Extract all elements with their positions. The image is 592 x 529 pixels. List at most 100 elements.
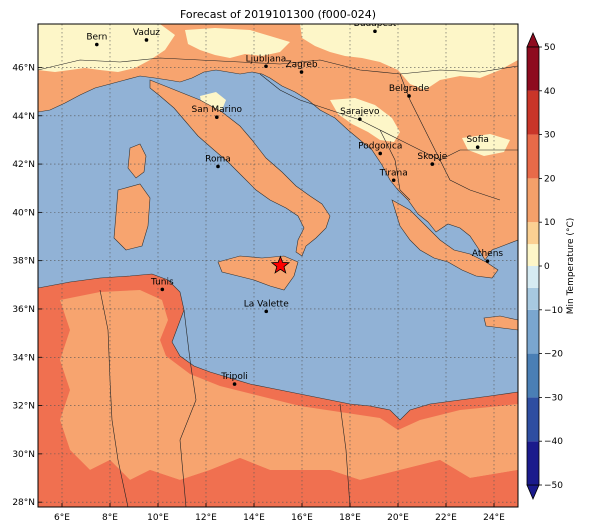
city-dot xyxy=(378,151,383,156)
colorbar-segment xyxy=(527,266,539,288)
colorbar-tick-label: −30 xyxy=(544,393,563,403)
city-dot xyxy=(264,64,268,69)
lon-tick-label: 20°E xyxy=(387,513,409,523)
lon-tick-label: 10°E xyxy=(147,513,169,523)
lon-tick-label: 6°E xyxy=(54,513,70,523)
city-label: Ljubljana xyxy=(246,54,287,64)
city-label: Roma xyxy=(205,154,231,164)
colorbar-segment xyxy=(527,134,539,179)
colorbar-segment xyxy=(527,353,539,398)
colorbar-segment xyxy=(527,309,539,354)
land-cool-east-alps xyxy=(185,28,290,58)
lat-tick-label: 44°N xyxy=(12,112,35,122)
land-corsica xyxy=(127,143,147,179)
colorbar-label: Min Temperature (°C) xyxy=(566,218,576,315)
city-dot xyxy=(144,38,149,42)
land-cool-pannonia xyxy=(300,24,518,90)
colorbar-segment xyxy=(527,287,539,310)
colorbar-tick-label: 50 xyxy=(544,43,556,53)
lat-tick-label: 36°N xyxy=(12,305,35,315)
city-label: Vaduz xyxy=(133,28,160,38)
city-dot xyxy=(264,309,269,314)
colorbar-extend-max xyxy=(526,31,540,48)
colorbar-segment xyxy=(527,244,539,266)
city-dot xyxy=(407,94,411,98)
colorbar-tick-label: −20 xyxy=(544,350,563,360)
lat-tick-label: 28°N xyxy=(12,498,35,508)
city-dot xyxy=(299,70,304,74)
colorbar-tick-label: 0 xyxy=(544,262,550,272)
lat-tick-label: 40°N xyxy=(12,208,35,218)
city-label: Tunis xyxy=(150,277,174,287)
map-frame xyxy=(37,23,519,508)
red-star-icon xyxy=(270,255,291,274)
land-sardinia xyxy=(113,183,151,251)
colorbar-tick-label: 40 xyxy=(544,87,556,97)
city-dot xyxy=(216,164,220,169)
city-dot xyxy=(485,259,490,263)
colorbar: −50 −40 −30 −20 −10 0 10 20 30 40 50 xyxy=(526,31,563,501)
land-italy-peninsula xyxy=(149,79,331,257)
city-dot xyxy=(358,117,362,121)
lat-tick-label: 38°N xyxy=(12,257,35,267)
colorbar-segment xyxy=(527,397,539,442)
city-dot xyxy=(373,29,377,34)
lat-tick-label: 46°N xyxy=(12,63,35,73)
city-dot xyxy=(232,382,237,386)
city-dot xyxy=(95,42,99,47)
land-greece xyxy=(391,199,499,279)
colorbar-segment xyxy=(527,441,539,485)
lon-tick-label: 24°E xyxy=(483,513,505,523)
city-label: Podgorica xyxy=(358,141,402,151)
colorbar-segment xyxy=(527,222,539,245)
lon-tick-label: 16°E xyxy=(291,513,313,523)
lat-tick-label: 42°N xyxy=(12,160,35,170)
lon-tick-label: 8°E xyxy=(102,513,118,523)
city-dot xyxy=(160,287,165,292)
lat-tick-label: 34°N xyxy=(12,353,35,363)
lon-tick-label: 22°E xyxy=(435,513,457,523)
city-dot xyxy=(430,162,435,166)
city-dot xyxy=(215,115,219,120)
colorbar-extend-min xyxy=(526,484,540,501)
gridlines xyxy=(38,24,518,507)
lon-tick-label: 14°E xyxy=(243,513,265,523)
city-label: Bern xyxy=(86,33,107,43)
city-label: Zagreb xyxy=(285,60,317,70)
colorbar-segment xyxy=(527,90,539,135)
colorbar-tick-label: −10 xyxy=(544,306,563,316)
city-label: Belgrade xyxy=(389,84,430,94)
colorbar-tick-label: 10 xyxy=(544,218,556,228)
city-label: San Marino xyxy=(192,105,243,115)
city-dot xyxy=(391,178,396,183)
colorbar-tick-label: 20 xyxy=(544,174,556,184)
country-borders xyxy=(38,57,518,507)
city-label: Budapest xyxy=(354,19,397,29)
colorbar-tick-label: −40 xyxy=(544,437,563,447)
city-label: Tripoli xyxy=(220,372,248,382)
lat-tick-label: 30°N xyxy=(12,450,35,460)
land-crete xyxy=(483,315,518,331)
land-cool-bulgaria xyxy=(462,134,510,156)
lon-tick-label: 18°E xyxy=(339,513,361,523)
longitude-axis: 6°E 8°E 10°E 12°E 14°E 16°E 18°E 20°E 22°E 24°E xyxy=(54,503,505,523)
latitude-axis: 46°N 44°N 42°N 40°N 38°N 36°N 34°N 32°N 30°N 28°N xyxy=(12,63,42,508)
colorbar-segment xyxy=(527,47,539,91)
colorbar-tick-label: −50 xyxy=(544,481,563,491)
city-label: Sarajevo xyxy=(340,107,380,117)
city-label: Tirana xyxy=(379,168,408,178)
colorbar-segment xyxy=(527,178,539,223)
lat-tick-label: 32°N xyxy=(12,402,35,412)
city-label: Skopje xyxy=(417,152,447,162)
city-label: Sofia xyxy=(466,135,488,145)
city-label: Athens xyxy=(472,249,503,259)
colorbar-tick-label: 30 xyxy=(544,131,556,141)
city-label: La Valette xyxy=(244,299,289,309)
city-dot xyxy=(475,145,480,149)
land-europe-north xyxy=(38,24,518,261)
land-north-africa-mild xyxy=(60,290,518,480)
figure-title: Forecast of 2019101300 (f000-024) xyxy=(180,8,376,21)
